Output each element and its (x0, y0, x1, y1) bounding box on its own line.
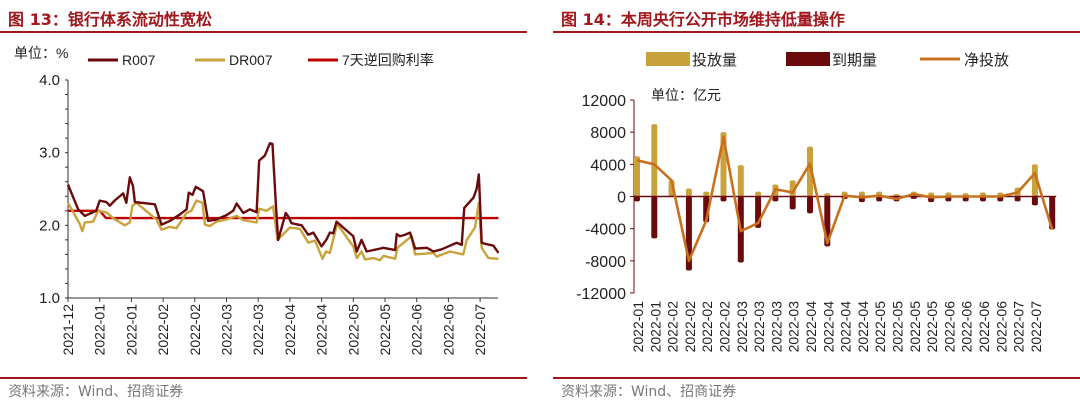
x-tick-label: 2022-01 (123, 304, 139, 356)
x-tick-label: 2022-07 (1028, 301, 1044, 353)
x-tick-label: 2022-02 (665, 301, 681, 353)
x-tick-label: 2022-01 (92, 304, 108, 356)
x-tick-label: 2022-07 (472, 304, 488, 356)
liquidity-line-chart: 单位：% 1.0 2.0 3.0 4.0 2021-12 2022-01 2022-01 202… (14, 45, 500, 356)
x-tick-label: 2022-06 (941, 301, 957, 353)
series-line-R007 (66, 142, 500, 254)
x-tick-label: 2022-06 (976, 301, 992, 353)
x-tick-label: 2022-05 (924, 301, 940, 353)
legend-swatch-maturity (786, 52, 830, 66)
y-tick-label: -12000 (576, 286, 626, 303)
unit-label: 单位：亿元 (651, 87, 721, 103)
bar-injection (755, 191, 762, 197)
legend-label: 7天逆回购利率 (342, 52, 434, 68)
bar-maturity (651, 196, 658, 239)
y-tick-label: 3.0 (39, 145, 60, 162)
y-tick-label: 2.0 (39, 217, 60, 234)
bar-maturity (807, 196, 813, 214)
x-tick-label: 2022-04 (803, 301, 819, 353)
x-tick-label: 2022-03 (768, 301, 784, 353)
series-line-net (636, 135, 1054, 263)
y-tick-label: 0 (617, 190, 626, 207)
x-tick-label: 2022-06 (409, 304, 425, 356)
x-tick-label: 2022-02 (682, 301, 698, 353)
x-tick-label: 2022-06 (440, 304, 456, 356)
x-tick-label: 2022-04 (314, 304, 330, 356)
bar-maturity (1014, 196, 1021, 202)
x-tick-label: 2022-02 (699, 301, 715, 353)
y-tick-label: -4000 (585, 222, 626, 239)
x-tick-label: 2022-01 (630, 301, 646, 353)
title-rule (0, 31, 527, 33)
y-tick-label: 1.0 (39, 290, 60, 307)
x-tick-label: 2022-03 (786, 301, 802, 353)
bar-injection (634, 156, 640, 197)
x-tick-label: 2022-04 (282, 304, 298, 356)
right-panel: 图 14：本周央行公开市场维持低量操作 单位：亿元 -12000 -8000 -400… (553, 0, 1080, 401)
x-tick-label: 2022-05 (872, 301, 888, 353)
y-tick-label: -8000 (585, 254, 626, 271)
bar-injection (858, 191, 865, 197)
bar-injection (807, 146, 813, 197)
x-tick-label: 2022-04 (838, 301, 854, 353)
left-chart-title: 图 13：银行体系流动性宽松 (8, 10, 212, 29)
x-tick-label: 2022-03 (250, 304, 266, 356)
title-rule (553, 31, 1080, 33)
bar-injection (703, 191, 710, 197)
legend-label: 净投放 (964, 52, 1009, 69)
x-tick-label: 2022-03 (734, 301, 750, 353)
bar-injection (737, 165, 744, 197)
bar-maturity (876, 196, 883, 202)
bar-injection (928, 192, 935, 197)
x-tick-label: 2022-03 (751, 301, 767, 353)
bar-maturity (772, 196, 779, 202)
x-tick-label: 2022-05 (345, 304, 361, 356)
unit-label: 单位：% (14, 45, 68, 61)
legend-label: DR007 (229, 52, 273, 68)
series-line-DR007 (66, 199, 499, 262)
legend-label: 投放量 (692, 52, 737, 69)
x-tick-label: 2022-05 (907, 301, 923, 353)
left-source: 资料来源：Wind、招商证券 (8, 384, 184, 400)
bar-injection (824, 193, 831, 197)
legend-label: 到期量 (832, 52, 877, 69)
legend-label: R007 (122, 52, 156, 68)
x-tick-label: 2022-01 (647, 301, 663, 353)
bar-injection (651, 124, 658, 197)
bar-injection (685, 188, 692, 197)
x-tick-label: 2022-06 (993, 301, 1009, 353)
footer-rule (0, 377, 527, 379)
left-panel: 图 13：银行体系流动性宽松 单位：% 1.0 2.0 3.0 4.0 2021-12 20… (0, 0, 527, 401)
footer-rule (553, 377, 1080, 379)
x-tick-label: 2022-07 (1011, 301, 1027, 353)
series-line-7天逆回购利率 (68, 209, 499, 220)
x-tick-label: 2022-05 (377, 304, 393, 356)
x-tick-label: 2022-02 (187, 304, 203, 356)
bar-maturity (1031, 196, 1038, 206)
bar-maturity (720, 196, 727, 202)
y-tick-label: 12000 (582, 93, 627, 110)
x-tick-label: 2022-02 (155, 304, 171, 356)
right-source: 资料来源：Wind、招商证券 (561, 384, 737, 400)
y-tick-label: 4000 (590, 157, 626, 174)
x-tick-label: 2022-05 (890, 301, 906, 353)
omo-bar-chart: 单位：亿元 -12000 -8000 -4000 0 4000 8000 12000 2022-… (576, 52, 1057, 353)
y-tick-label: 4.0 (39, 72, 60, 89)
x-tick-label: 2022-06 (959, 301, 975, 353)
bar-maturity (789, 196, 796, 210)
x-tick-label: 2021-12 (60, 304, 76, 356)
right-chart-title: 图 14：本周央行公开市场维持低量操作 (561, 10, 845, 29)
x-tick-label: 2022-02 (717, 301, 733, 353)
x-tick-label: 2022-04 (855, 301, 871, 353)
bar-maturity (634, 196, 640, 202)
x-tick-label: 2022-03 (219, 304, 235, 356)
bar-injection (1031, 164, 1038, 197)
legend-swatch-injection (646, 52, 690, 66)
x-tick-label: 2022-04 (820, 301, 836, 353)
y-tick-label: 8000 (590, 125, 626, 142)
